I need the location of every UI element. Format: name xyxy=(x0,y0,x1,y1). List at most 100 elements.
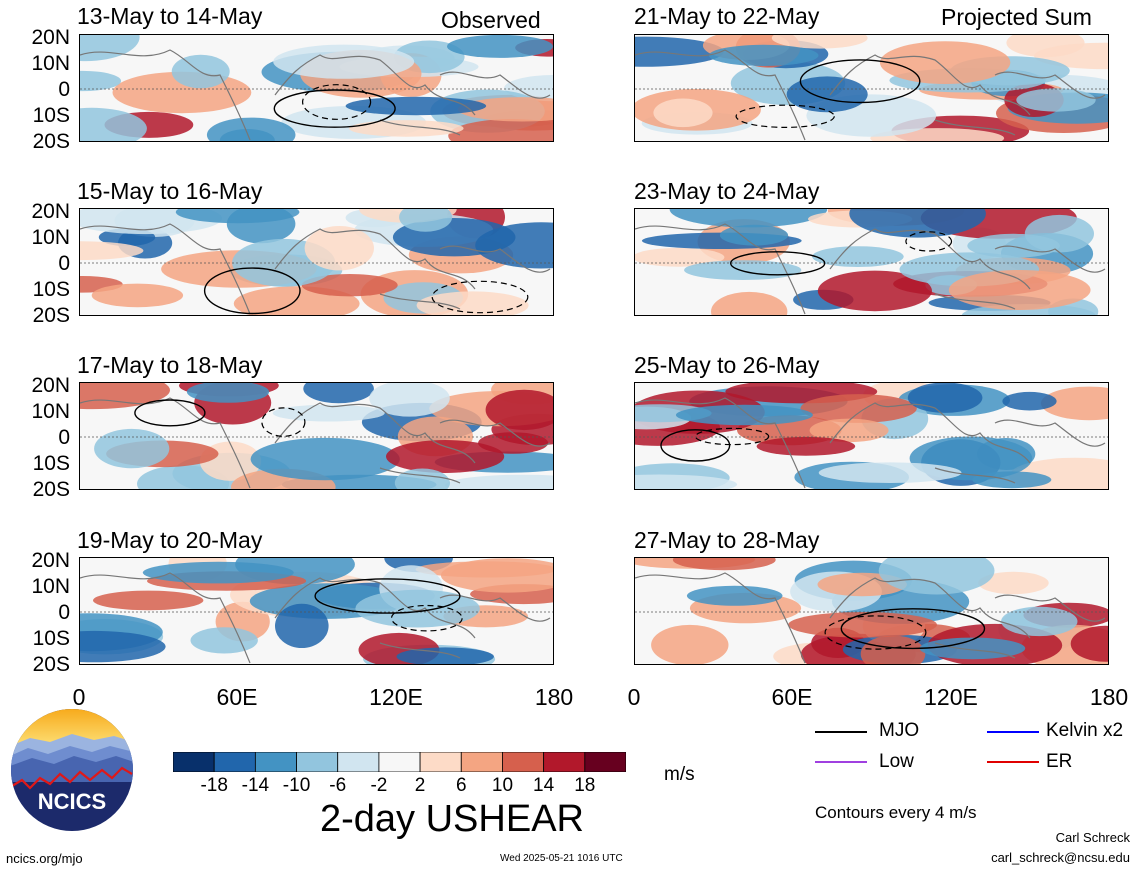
colorbar-swatch xyxy=(502,751,545,773)
mjo-contour xyxy=(729,251,826,276)
colorbar-tick-label: 18 xyxy=(574,775,596,796)
coastline xyxy=(635,397,1106,489)
shear-blob xyxy=(978,571,1049,595)
shear-blob xyxy=(440,558,553,593)
mjo-contour-negative xyxy=(302,84,372,120)
colorbar-tick-label: -18 xyxy=(200,775,228,796)
shear-blob xyxy=(1040,386,1108,421)
shear-blob xyxy=(355,589,480,628)
coastline xyxy=(635,223,1106,315)
legend-label-mjo: MJO xyxy=(879,720,920,741)
shear-blob xyxy=(250,437,400,481)
shear-blob xyxy=(635,247,725,267)
lon-tick: 120E xyxy=(369,684,423,710)
shear-blob xyxy=(809,418,889,443)
colorbar-swatch xyxy=(460,751,503,773)
lon-tick: 60E xyxy=(216,684,258,710)
shear-blob xyxy=(651,624,729,664)
coastline xyxy=(80,572,551,664)
shear-blob xyxy=(1006,35,1085,58)
map-panel-proj-3 xyxy=(634,382,1109,490)
lat-tick: 20N xyxy=(31,26,70,49)
lat-tick: 20S xyxy=(32,478,70,501)
shear-blob xyxy=(669,209,828,228)
email[interactable]: carl_schreck@ncsu.edu xyxy=(991,850,1130,865)
shear-blob xyxy=(445,474,553,489)
coastline xyxy=(635,49,1106,141)
lat-tick: 20N xyxy=(31,549,70,572)
legend-line-mjo xyxy=(815,731,867,733)
shear-blob xyxy=(675,404,813,426)
lat-tick: 20S xyxy=(32,304,70,327)
legend-label-er: ER xyxy=(1046,751,1073,772)
shear-blob xyxy=(635,36,724,67)
colorbar-tick-label: -14 xyxy=(241,775,270,796)
shear-blob xyxy=(80,241,144,261)
mjo-contour-negative xyxy=(735,104,835,129)
shear-blob xyxy=(349,120,464,137)
mjo-contour-negative xyxy=(694,427,770,446)
panel-title-6: 23-May to 24-May xyxy=(634,178,820,204)
shear-blob xyxy=(219,129,275,141)
lat-tick: 10S xyxy=(32,452,70,475)
shear-blob xyxy=(80,107,147,141)
shear-blob xyxy=(275,603,329,648)
shear-blob xyxy=(817,270,932,312)
lon-tick: 180 xyxy=(1089,684,1129,710)
shear-blob xyxy=(475,222,553,269)
colorbar-tick-label: 6 xyxy=(455,775,467,796)
shear-blob xyxy=(879,41,1011,84)
author: Carl Schreck xyxy=(1055,830,1130,845)
shear-blob xyxy=(672,558,776,571)
shear-blob xyxy=(142,561,294,584)
panel-title-5: 21-May to 22-May xyxy=(634,3,820,29)
coastline xyxy=(80,223,551,315)
legend-line-kelvin xyxy=(987,731,1039,733)
projected-tag: Projected Sum xyxy=(941,4,1092,30)
site-link[interactable]: ncics.org/mjo xyxy=(6,851,83,866)
variable-title: 2-day USHEAR xyxy=(320,798,584,840)
coastline xyxy=(80,49,551,141)
shear-blob xyxy=(80,70,122,92)
shear-blob xyxy=(800,394,917,423)
map-panel-proj-1 xyxy=(634,34,1109,142)
colorbar-tick-label: -2 xyxy=(370,775,388,796)
shear-blob xyxy=(272,404,385,422)
coastline xyxy=(80,397,551,489)
lon-tick: 120E xyxy=(924,684,978,710)
coastline xyxy=(635,572,1106,664)
shear-blob xyxy=(396,647,494,664)
legend-line-low xyxy=(815,761,867,763)
shear-blob xyxy=(304,226,374,271)
lat-tick: 20N xyxy=(31,200,70,223)
panel-title-1: 13-May to 14-May xyxy=(77,3,263,29)
lon-tick: 180 xyxy=(534,684,574,710)
colorbar xyxy=(172,751,627,773)
shear-blob xyxy=(175,209,300,224)
units-label: m/s xyxy=(664,764,695,785)
shear-blob xyxy=(1001,606,1078,637)
mjo-contour xyxy=(799,59,921,104)
colorbar-swatch xyxy=(378,751,421,773)
lat-tick: 10N xyxy=(31,575,70,598)
map-panel-obs-3 xyxy=(79,382,554,490)
shear-blob xyxy=(303,383,374,404)
lon-tick: 60E xyxy=(771,684,813,710)
shear-blob xyxy=(345,96,487,116)
lat-tick: 10S xyxy=(32,278,70,301)
legend-label-kelvin: Kelvin x2 xyxy=(1046,720,1124,741)
lat-tick: 0 xyxy=(58,601,70,624)
shear-blob xyxy=(812,246,904,267)
lat-tick: 10N xyxy=(31,226,70,249)
shear-blob xyxy=(919,637,1026,660)
map-panel-proj-2 xyxy=(634,208,1109,316)
logo-text: NCICS xyxy=(38,789,106,814)
shear-blob xyxy=(369,383,450,417)
mjo-contour-negative xyxy=(261,407,306,437)
lat-tick: 10S xyxy=(32,104,70,127)
shear-blob xyxy=(416,291,529,315)
lat-tick: 10S xyxy=(32,627,70,650)
shear-blob xyxy=(719,224,789,246)
lat-tick: 0 xyxy=(58,78,70,101)
mjo-contour xyxy=(660,429,731,462)
